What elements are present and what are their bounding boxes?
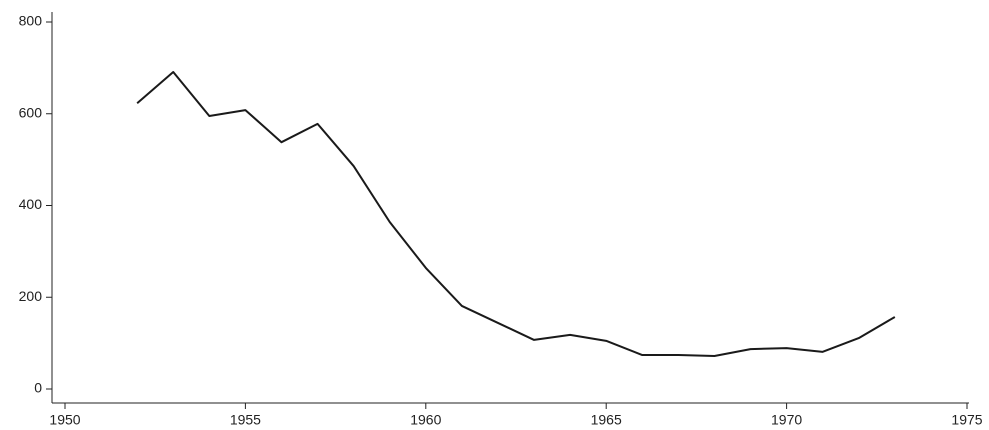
x-tick-label: 1975	[951, 412, 982, 428]
y-tick-label: 400	[19, 196, 43, 212]
x-tick-label: 1970	[771, 412, 802, 428]
y-tick-label: 200	[19, 288, 43, 304]
x-tick-label: 1950	[49, 412, 80, 428]
line	[136, 71, 896, 357]
y-tick-label: 0	[34, 380, 42, 396]
x-tick-label: 1955	[230, 412, 261, 428]
x-tick-label: 1965	[591, 412, 622, 428]
y-tick-label: 600	[19, 104, 43, 120]
x-tick-label: 1960	[410, 412, 441, 428]
y-tick-label: 800	[19, 13, 43, 29]
